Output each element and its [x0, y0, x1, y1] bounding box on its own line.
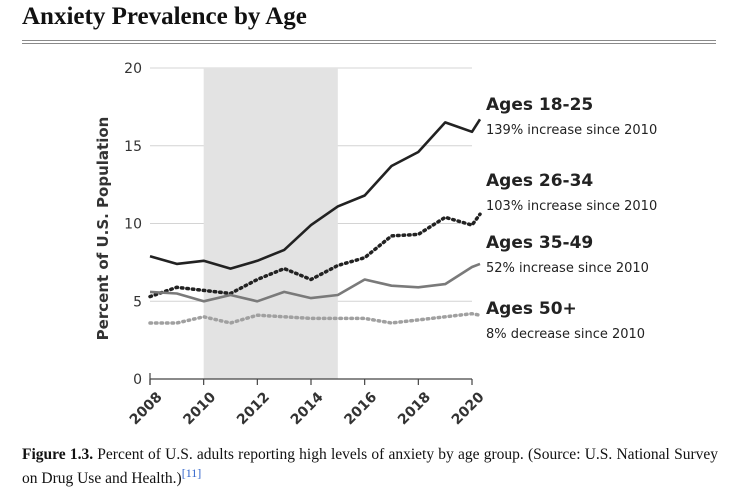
series-note-label: 103% increase since 2010 — [486, 199, 657, 214]
series-note-label: 52% increase since 2010 — [486, 261, 649, 276]
y-tick-label: 0 — [133, 372, 142, 388]
series-name-label: Ages 50+ — [486, 299, 577, 319]
x-tick-label: 2018 — [395, 389, 434, 428]
series-name-label: Ages 35-49 — [486, 233, 593, 253]
x-tick-label: 2008 — [127, 389, 166, 428]
series-line-3 — [149, 262, 481, 303]
citation-link[interactable]: [11] — [181, 465, 202, 480]
caption-label: Figure 1.3. — [22, 446, 94, 463]
y-tick-label: 15 — [124, 139, 142, 155]
series-line-2 — [148, 212, 482, 299]
series-note-label: 8% decrease since 2010 — [486, 327, 645, 342]
caption-text: Percent of U.S. adults reporting high le… — [22, 446, 718, 487]
y-tick-label: 5 — [133, 294, 142, 310]
y-axis-label: Percent of U.S. Population — [94, 117, 112, 341]
series-name-label: Ages 18-25 — [486, 95, 593, 115]
page-title: Anxiety Prevalence by Age — [22, 3, 307, 30]
x-tick-label: 2010 — [180, 389, 219, 428]
x-tick-label: 2014 — [288, 389, 327, 428]
title-rule — [22, 40, 716, 41]
x-tick-label: 2020 — [449, 389, 488, 428]
y-tick-label: 10 — [124, 217, 142, 233]
shaded-region — [203, 68, 338, 379]
line-chart: 0 5 10 15 20 2008 2010 2012 2014 2016 2018 2020 Per… — [94, 61, 657, 428]
x-tick-label: 2016 — [341, 389, 380, 428]
figure-caption: Figure 1.3. Percent of U.S. adults repor… — [22, 443, 718, 491]
series-note-label: 139% increase since 2010 — [486, 123, 657, 138]
series-line-4 — [148, 311, 482, 325]
series-name-label: Ages 26-34 — [486, 171, 593, 191]
y-tick-label: 20 — [124, 61, 142, 77]
x-tick-label: 2012 — [234, 389, 273, 428]
series-line-1 — [149, 118, 482, 270]
title-rule-double — [22, 43, 716, 44]
